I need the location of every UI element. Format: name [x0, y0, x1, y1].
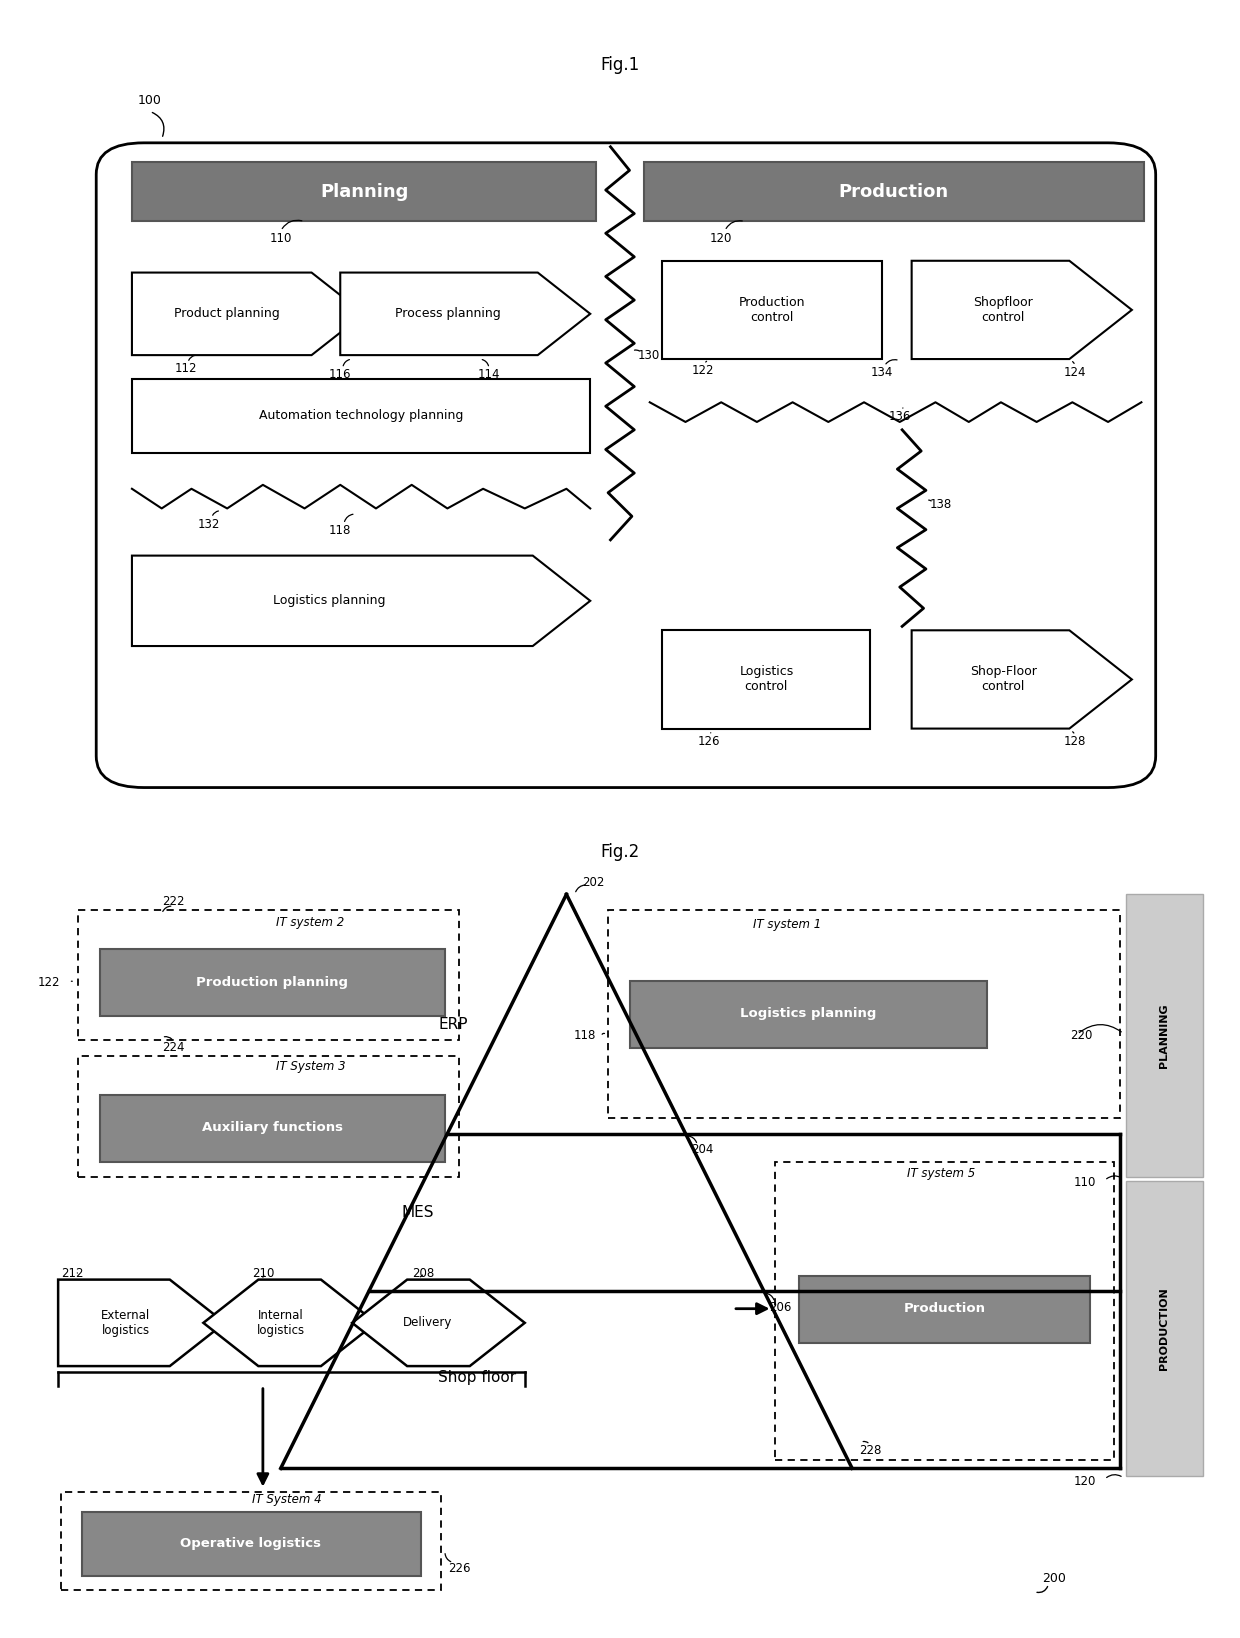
Bar: [630, 981, 987, 1048]
Text: 224: 224: [162, 1042, 185, 1055]
Text: 222: 222: [162, 894, 185, 907]
Text: 212: 212: [61, 1266, 83, 1279]
Text: Operative logistics: Operative logistics: [181, 1538, 321, 1550]
Text: Planning: Planning: [320, 182, 408, 200]
Text: 116: 116: [329, 369, 351, 382]
Text: 114: 114: [477, 369, 500, 382]
Polygon shape: [352, 1279, 525, 1366]
Text: IT System 4: IT System 4: [252, 1494, 321, 1507]
Text: 136: 136: [889, 410, 911, 423]
Text: 202: 202: [582, 876, 604, 889]
Text: Shop floor: Shop floor: [438, 1371, 516, 1386]
Bar: [78, 1055, 459, 1178]
Text: 132: 132: [198, 518, 221, 531]
Text: 112: 112: [175, 362, 197, 375]
Text: MES: MES: [402, 1206, 434, 1220]
Bar: [1126, 894, 1203, 1178]
Text: 226: 226: [449, 1561, 471, 1574]
Text: 200: 200: [1043, 1572, 1066, 1586]
Text: 130: 130: [637, 349, 660, 362]
Text: 204: 204: [692, 1143, 714, 1156]
Text: 210: 210: [252, 1266, 274, 1279]
FancyBboxPatch shape: [97, 143, 1156, 788]
Text: 120: 120: [1074, 1476, 1096, 1489]
Bar: [131, 162, 596, 221]
Text: Shop-Floor
control: Shop-Floor control: [970, 665, 1037, 693]
Text: Logistics
control: Logistics control: [739, 665, 794, 693]
Text: Production: Production: [838, 182, 949, 200]
Text: 100: 100: [138, 93, 161, 106]
Text: IT system 2: IT system 2: [277, 916, 345, 929]
Polygon shape: [131, 272, 365, 355]
Text: 120: 120: [711, 233, 733, 246]
Text: Fig.1: Fig.1: [600, 56, 640, 74]
Bar: [775, 1161, 1114, 1461]
Bar: [1126, 1181, 1203, 1476]
Text: PLANNING: PLANNING: [1159, 1004, 1169, 1068]
Text: 126: 126: [698, 735, 720, 749]
Bar: [99, 1094, 445, 1161]
Text: 118: 118: [329, 524, 351, 537]
Text: Production: Production: [904, 1302, 986, 1315]
Polygon shape: [911, 631, 1132, 729]
Polygon shape: [911, 260, 1132, 359]
Bar: [61, 1492, 441, 1590]
Text: 134: 134: [870, 365, 893, 378]
Polygon shape: [58, 1279, 224, 1366]
Text: 128: 128: [1064, 735, 1086, 749]
Bar: [644, 162, 1143, 221]
Text: 110: 110: [269, 233, 291, 246]
Text: 206: 206: [769, 1301, 791, 1314]
Text: 124: 124: [1064, 365, 1086, 378]
Text: 110: 110: [1074, 1176, 1096, 1189]
Text: 122: 122: [38, 976, 61, 989]
Text: Logistics planning: Logistics planning: [273, 595, 386, 608]
Text: ERP: ERP: [439, 1017, 467, 1032]
Bar: [662, 631, 870, 729]
Text: External
logistics: External logistics: [102, 1309, 150, 1337]
Text: PRODUCTION: PRODUCTION: [1159, 1287, 1169, 1369]
Text: Process planning: Process planning: [394, 306, 500, 319]
Text: Shopfloor
control: Shopfloor control: [973, 295, 1033, 324]
Text: 208: 208: [413, 1266, 435, 1279]
Text: 122: 122: [692, 364, 714, 377]
Text: IT system 5: IT system 5: [908, 1166, 976, 1179]
Bar: [799, 1276, 1090, 1343]
Text: 220: 220: [1070, 1029, 1092, 1042]
Bar: [662, 260, 882, 359]
Polygon shape: [131, 555, 590, 645]
Text: Auxiliary functions: Auxiliary functions: [202, 1122, 343, 1135]
Text: IT system 1: IT system 1: [753, 917, 821, 930]
Bar: [99, 950, 445, 1016]
Bar: [131, 378, 590, 454]
Text: 118: 118: [574, 1029, 596, 1042]
Text: Delivery: Delivery: [403, 1317, 451, 1330]
Text: Fig.2: Fig.2: [600, 844, 640, 862]
Text: IT System 3: IT System 3: [275, 1060, 345, 1073]
Text: Production
control: Production control: [739, 295, 806, 324]
Text: Product planning: Product planning: [175, 306, 280, 319]
Bar: [82, 1512, 422, 1576]
Text: Production planning: Production planning: [196, 976, 348, 989]
Text: Internal
logistics: Internal logistics: [257, 1309, 305, 1337]
Bar: [78, 911, 459, 1040]
Text: Logistics planning: Logistics planning: [740, 1007, 877, 1020]
Text: Automation technology planning: Automation technology planning: [259, 410, 464, 423]
Bar: [608, 911, 1120, 1119]
Polygon shape: [203, 1279, 376, 1366]
Text: 138: 138: [930, 498, 952, 511]
Text: 228: 228: [859, 1443, 882, 1456]
Polygon shape: [340, 272, 590, 355]
